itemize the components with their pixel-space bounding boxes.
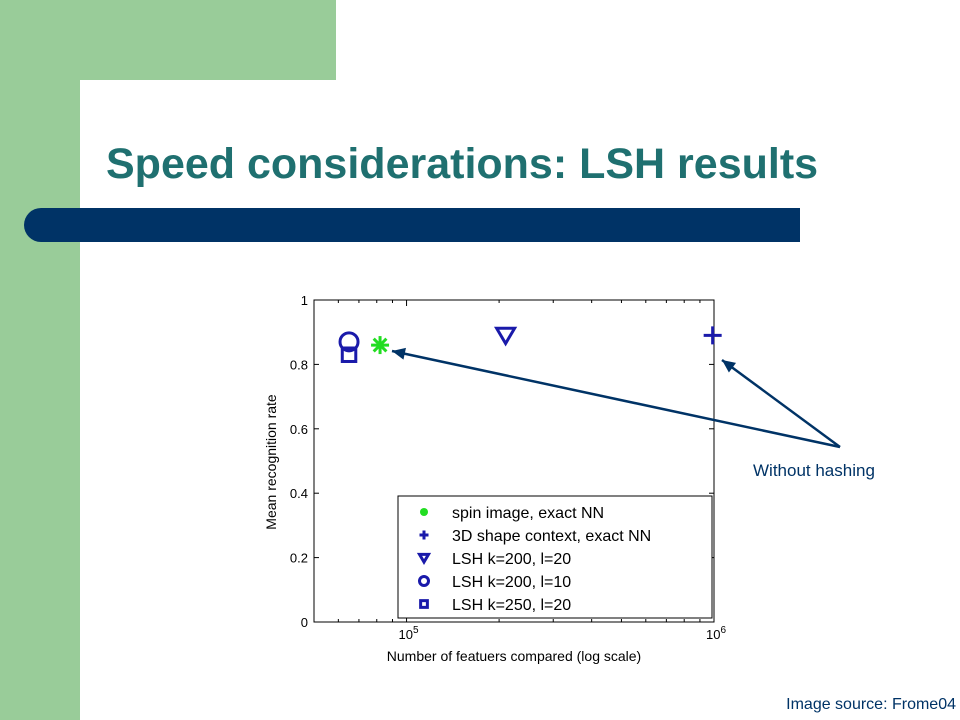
annotation-arrow [721,358,841,449]
data-point [493,326,518,347]
title-rule [24,208,800,242]
data-point [703,326,722,345]
legend-marker [419,530,429,540]
legend: spin image, exact NN 3D shape context, ex… [397,495,713,619]
ticks: 0 0.2 0.4 0.6 0.8 1 105 106 [290,293,727,642]
legend-label: LSH k=200, l=20 [452,551,571,568]
legend-label: LSH k=200, l=10 [452,574,571,591]
x-tick-label: 105 [399,625,419,642]
annotation-arrow [391,349,841,449]
legend-label: spin image, exact NN [452,505,604,522]
content-corner [80,80,200,200]
y-axis-label: Mean recognition rate [263,394,279,530]
y-tick-label: 0.4 [290,486,308,501]
y-tick-label: 0 [301,615,308,630]
image-source: Image source: Frome04 [786,696,956,713]
arrow-head [722,360,737,373]
x-tick-label: 106 [706,625,726,642]
header-accent [80,0,336,80]
slide-title: Speed considerations: LSH results [106,140,819,188]
legend-marker [418,575,430,587]
without-hashing-annotation: Without hashing [753,461,875,480]
data-point [338,331,360,353]
y-tick-label: 0.6 [290,422,308,437]
y-tick-label: 0.2 [290,551,308,566]
sidebar-accent [0,0,80,720]
data-point [372,337,388,353]
y-tick-label: 0.8 [290,357,308,372]
data-point [340,346,358,363]
legend-box [397,495,713,619]
legend-label: 3D shape context, exact NN [452,528,651,545]
legend-marker [419,599,429,609]
annotation-arrows [391,347,841,449]
y-tick-label: 1 [301,293,308,308]
legend-label: LSH k=250, l=20 [452,597,571,614]
legend-marker [416,552,432,566]
arrow-head [392,347,406,360]
x-axis-label: Number of featuers compared (log scale) [387,648,641,664]
data-marks [338,326,722,363]
legend-marker [420,508,428,516]
